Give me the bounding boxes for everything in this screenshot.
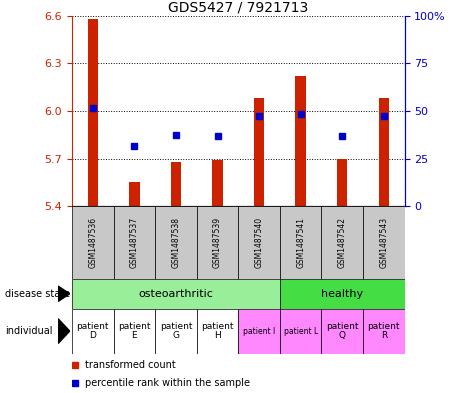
Title: GDS5427 / 7921713: GDS5427 / 7921713	[168, 0, 308, 15]
Text: transformed count: transformed count	[86, 360, 176, 371]
Bar	[213, 160, 223, 206]
Bar	[129, 182, 140, 206]
Bar	[321, 309, 363, 354]
Bar	[113, 309, 155, 354]
Text: patient
H: patient H	[201, 322, 234, 340]
Text: GSM1487543: GSM1487543	[379, 217, 388, 268]
Bar	[239, 206, 280, 279]
Bar	[113, 206, 155, 279]
Bar	[171, 162, 181, 206]
Text: GSM1487537: GSM1487537	[130, 217, 139, 268]
Polygon shape	[58, 319, 70, 343]
Bar	[239, 309, 280, 354]
Text: GSM1487542: GSM1487542	[338, 217, 347, 268]
Text: individual: individual	[5, 326, 52, 336]
Text: patient L: patient L	[284, 327, 318, 336]
Bar	[363, 206, 405, 279]
Bar	[72, 279, 280, 309]
Bar	[379, 98, 389, 206]
Bar	[72, 206, 113, 279]
Text: GSM1487538: GSM1487538	[172, 217, 180, 268]
Bar	[295, 76, 306, 206]
Bar	[321, 206, 363, 279]
Bar	[155, 309, 197, 354]
Polygon shape	[58, 286, 70, 301]
Bar	[72, 309, 113, 354]
Bar	[280, 309, 321, 354]
Text: patient
Q: patient Q	[326, 322, 359, 340]
Text: percentile rank within the sample: percentile rank within the sample	[86, 378, 250, 388]
Bar	[197, 206, 238, 279]
Bar	[337, 159, 347, 206]
Text: GSM1487540: GSM1487540	[255, 217, 264, 268]
Bar	[197, 309, 238, 354]
Bar	[363, 309, 405, 354]
Text: GSM1487541: GSM1487541	[296, 217, 305, 268]
Text: patient
G: patient G	[159, 322, 192, 340]
Text: patient
D: patient D	[77, 322, 109, 340]
Bar	[280, 279, 405, 309]
Text: GSM1487539: GSM1487539	[213, 217, 222, 268]
Text: osteoarthritic: osteoarthritic	[139, 289, 213, 299]
Text: GSM1487536: GSM1487536	[88, 217, 97, 268]
Bar	[155, 206, 197, 279]
Text: patient
E: patient E	[118, 322, 151, 340]
Bar	[254, 98, 264, 206]
Bar	[280, 206, 321, 279]
Text: healthy: healthy	[321, 289, 363, 299]
Text: patient
R: patient R	[367, 322, 400, 340]
Text: disease state: disease state	[5, 289, 70, 299]
Text: patient I: patient I	[243, 327, 275, 336]
Bar	[88, 19, 98, 206]
